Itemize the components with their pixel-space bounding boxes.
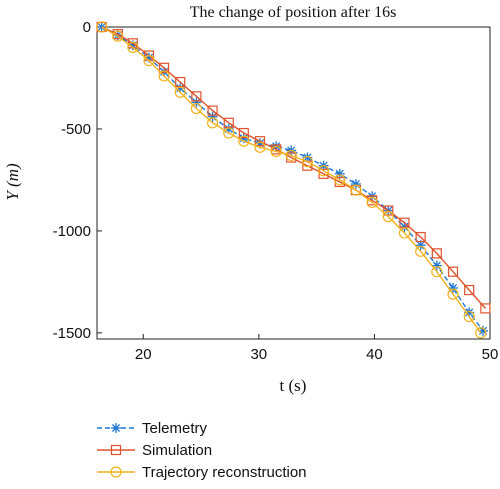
data-point-simulation bbox=[175, 76, 186, 88]
data-point-simulation bbox=[158, 62, 170, 73]
legend-label: Simulation bbox=[142, 442, 212, 459]
chart-title: The change of position after 16s bbox=[190, 4, 397, 21]
data-point-trajectory-reconstruction bbox=[350, 184, 362, 196]
x-axis-label: t (s) bbox=[280, 376, 307, 395]
data-point-simulation bbox=[223, 117, 234, 128]
data-point-trajectory-reconstruction bbox=[447, 288, 459, 300]
legend-label: Trajectory reconstruction bbox=[142, 464, 307, 481]
series-line-trajectory-reconstruction bbox=[101, 26, 482, 334]
series-line-simulation bbox=[101, 26, 486, 309]
legend-item-telemetry: Telemetry bbox=[97, 420, 208, 437]
data-point-trajectory-reconstruction bbox=[285, 149, 297, 162]
data-point-trajectory-reconstruction bbox=[270, 145, 282, 157]
data-point-simulation bbox=[464, 284, 475, 296]
y-tick-label: -1500 bbox=[53, 325, 91, 342]
data-point-trajectory-reconstruction bbox=[334, 174, 346, 186]
data-point-trajectory-reconstruction bbox=[174, 86, 186, 98]
data-point-simulation bbox=[383, 205, 394, 216]
series-simulation bbox=[96, 21, 491, 314]
series-trajectory-reconstruction bbox=[96, 21, 487, 339]
data-point-trajectory-reconstruction bbox=[143, 55, 155, 67]
asterisk-stroke bbox=[303, 153, 312, 162]
axis-ticks: 20 30 40 50 0 -500 -1000 -1500 bbox=[53, 19, 499, 363]
data-point-trajectory-reconstruction bbox=[158, 70, 170, 82]
data-point-simulation bbox=[399, 217, 410, 228]
y-tick-label: -1000 bbox=[53, 223, 91, 240]
legend-item-simulation: Simulation bbox=[97, 442, 212, 459]
data-point-trajectory-reconstruction bbox=[190, 102, 203, 115]
legend-swatch-marker bbox=[111, 423, 121, 433]
data-point-trajectory-reconstruction bbox=[96, 21, 108, 33]
y-axis-label: Y (m) bbox=[3, 163, 22, 201]
data-point-trajectory-reconstruction bbox=[475, 327, 487, 339]
data-point-simulation bbox=[480, 303, 491, 314]
data-point-trajectory-reconstruction bbox=[317, 165, 330, 177]
asterisk-stroke bbox=[479, 326, 488, 335]
data-point-trajectory-reconstruction bbox=[254, 141, 266, 153]
data-point-trajectory-reconstruction bbox=[112, 30, 124, 42]
asterisk-stroke bbox=[465, 308, 474, 317]
legend: Telemetry Simulation Trajectory reconstruc… bbox=[97, 420, 307, 481]
data-point-trajectory-reconstruction bbox=[366, 196, 378, 208]
data-point-simulation bbox=[431, 248, 442, 259]
legend-item-trajectory-reconstruction: Trajectory reconstruction bbox=[97, 464, 307, 481]
data-point-telemetry bbox=[431, 260, 442, 271]
data-point-simulation bbox=[207, 105, 218, 116]
data-point-simulation bbox=[191, 91, 202, 102]
data-point-trajectory-reconstruction bbox=[398, 227, 411, 239]
x-tick-label: 50 bbox=[482, 346, 499, 363]
data-point-simulation bbox=[238, 127, 249, 139]
asterisk-stroke bbox=[113, 31, 122, 40]
data-point-trajectory-reconstruction bbox=[415, 245, 427, 257]
plot-area-frame bbox=[96, 26, 491, 340]
series-line-telemetry bbox=[101, 26, 484, 332]
x-tick-label: 20 bbox=[135, 346, 152, 363]
y-tick-label: 0 bbox=[83, 19, 91, 36]
x-tick-label: 30 bbox=[250, 346, 267, 363]
data-point-trajectory-reconstruction bbox=[238, 135, 250, 147]
data-point-trajectory-reconstruction bbox=[206, 117, 219, 129]
data-point-trajectory-reconstruction bbox=[382, 211, 394, 223]
data-point-simulation bbox=[415, 231, 426, 243]
data-point-trajectory-reconstruction bbox=[223, 127, 235, 139]
data-point-simulation bbox=[254, 136, 266, 147]
data-series bbox=[96, 21, 491, 339]
data-point-trajectory-reconstruction bbox=[463, 310, 475, 323]
legend-swatch-marker bbox=[110, 444, 122, 456]
asterisk-stroke bbox=[111, 423, 121, 433]
data-point-simulation bbox=[447, 266, 459, 277]
legend-swatch-marker bbox=[110, 466, 122, 478]
data-point-trajectory-reconstruction bbox=[301, 155, 313, 168]
legend-label: Telemetry bbox=[142, 420, 208, 437]
data-point-trajectory-reconstruction bbox=[431, 266, 443, 278]
data-point-telemetry bbox=[448, 283, 459, 294]
y-tick-label: -500 bbox=[61, 121, 91, 138]
series-telemetry bbox=[96, 22, 489, 336]
data-point-trajectory-reconstruction bbox=[127, 41, 139, 53]
x-tick-label: 40 bbox=[366, 346, 383, 363]
